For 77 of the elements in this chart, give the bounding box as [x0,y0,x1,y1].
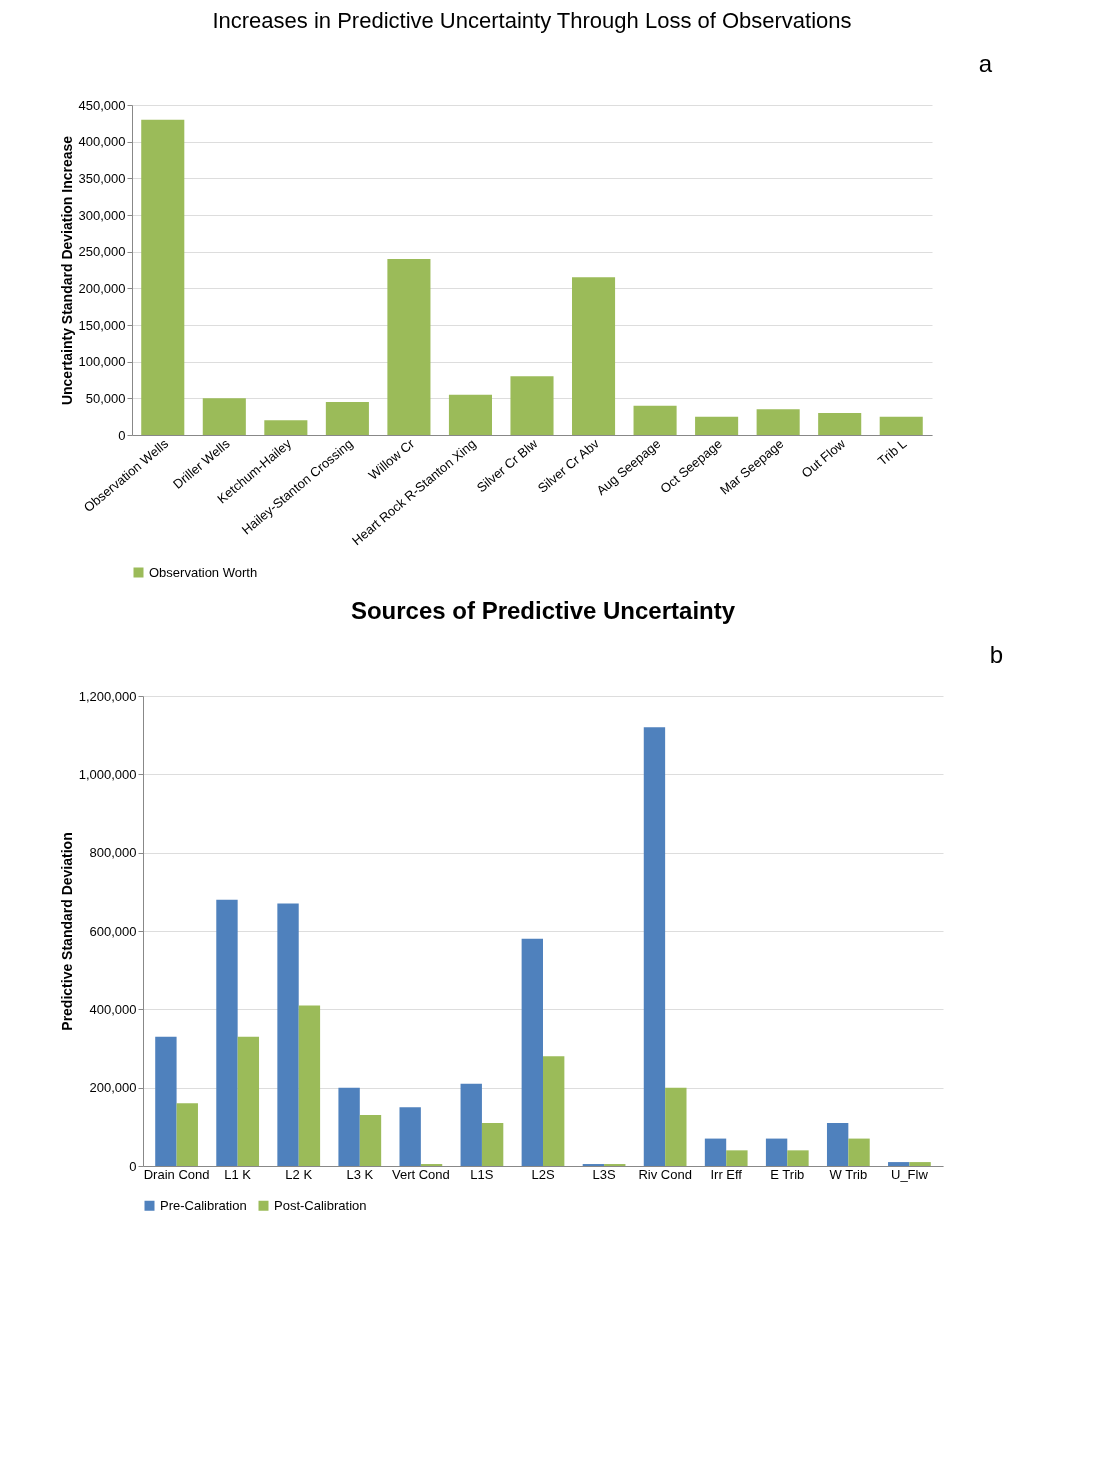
y-tick-label: 100,000 [78,354,126,370]
bar [521,938,543,1166]
x-tick-label: Trib L [874,435,910,469]
x-tick-label: W Trib [829,1166,868,1182]
bar [765,1138,788,1166]
bar [176,1103,198,1166]
y-tick-label: 450,000 [78,97,126,113]
bar [848,1138,870,1166]
bar [543,1056,565,1166]
y-tick-label: 200,000 [89,1080,137,1096]
y-tick-label: 150,000 [78,317,126,333]
bar [481,1122,504,1166]
y-tick-label: 0 [129,1158,137,1174]
x-tick-label: L1S [470,1166,494,1182]
x-tick-label: Irr Eff [710,1166,743,1182]
bar [387,259,431,435]
y-tick-label: 300,000 [78,207,126,223]
y-tick-label: 1,000,000 [78,766,137,782]
x-tick-label: Riv Cond [638,1166,692,1182]
bar [572,277,616,435]
x-tick-label: E Trib [770,1166,805,1182]
bar [277,903,299,1166]
x-tick-label: Vert Cond [391,1166,450,1182]
bar [787,1150,809,1166]
bar [264,420,308,435]
chart-title: Increases in Predictive Uncertainty Through Loss of Observations [212,8,852,33]
bar [202,398,246,435]
y-tick-label: 200,000 [78,280,126,296]
x-tick-label: Out Flow [798,435,849,481]
y-tick-label: 350,000 [78,170,126,186]
bar [141,119,185,435]
x-tick-label: L3 K [346,1166,374,1182]
bar [726,1150,748,1166]
y-tick-label: 600,000 [89,923,137,939]
bar [695,416,739,435]
bar [826,1122,849,1166]
legend-label: Post-Calibration [274,1197,367,1213]
bar [237,1036,260,1166]
x-tick-label: L1 K [224,1166,252,1182]
bar [633,405,677,435]
bar [818,413,862,435]
bar [909,1162,931,1166]
chart-title: Sources of Predictive Uncertainty [350,597,736,624]
bar [216,899,238,1166]
bar [756,409,800,435]
bar [665,1087,687,1166]
x-tick-label: L3S [592,1166,616,1182]
y-axis-title: Predictive Standard Deviation [58,832,75,1031]
bar [325,402,369,435]
y-tick-label: 400,000 [89,1001,137,1017]
text: b [989,641,1003,668]
bar [888,1162,910,1166]
y-tick-label: 1,200,000 [78,688,137,704]
bar [460,1083,482,1166]
y-tick-label: 250,000 [78,244,126,260]
legend-label: Pre-Calibration [160,1197,247,1213]
y-tick-label: 400,000 [78,134,126,150]
x-tick-label: Drain Cond [143,1166,210,1182]
bar [359,1115,382,1166]
legend-label: Observation Worth [149,564,258,580]
x-tick-label: L2S [531,1166,555,1182]
text: a [978,50,993,77]
x-tick-label: L2 K [285,1166,313,1182]
bar [643,727,666,1166]
bar [704,1138,727,1166]
bar [879,416,923,435]
y-tick-label: 0 [118,427,126,443]
y-tick-label: 800,000 [89,845,137,861]
bar [448,394,492,435]
y-axis-title: Uncertainty Standard Deviation Increase [58,135,75,406]
bar [298,1005,321,1166]
x-tick-label: U_Flw [890,1166,929,1182]
bar [510,376,554,435]
bar [399,1107,421,1166]
y-tick-label: 50,000 [85,390,126,406]
bar [338,1087,360,1166]
bar [155,1036,177,1166]
